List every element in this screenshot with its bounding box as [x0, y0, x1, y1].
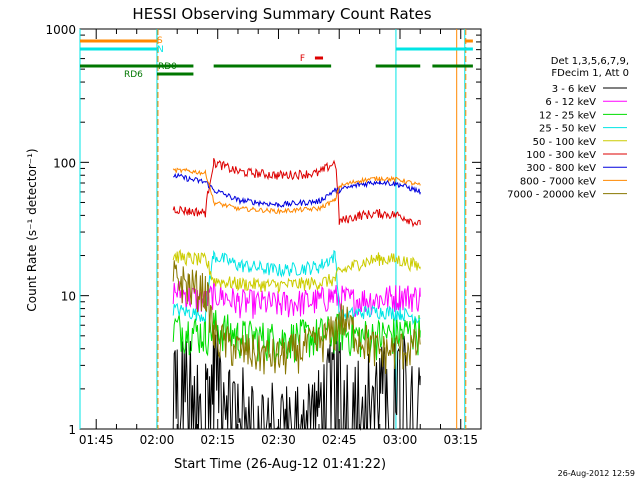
series-line — [172, 249, 421, 326]
state-label-rd6: RD6 — [124, 70, 143, 80]
legend-label: 50 - 100 keV — [533, 137, 597, 148]
x-tick-label: 02:00 — [140, 433, 175, 447]
series-line — [172, 167, 421, 215]
footer-date: 26-Aug-2012 12:59 — [558, 469, 635, 478]
legend-label: 100 - 300 keV — [526, 150, 596, 161]
legend-header: FDecim 1, Att 0 — [551, 68, 629, 79]
legend-label: 300 - 800 keV — [526, 163, 596, 174]
y-tick-label: 1000 — [45, 23, 76, 37]
y-axis-label: Count Rate (s⁻¹ detector⁻¹) — [25, 148, 39, 311]
x-tick-label: 03:00 — [383, 433, 418, 447]
series-line — [172, 260, 421, 375]
series-line — [172, 324, 421, 431]
x-axis-label: Start Time (26-Aug-12 01:41:22) — [174, 457, 386, 472]
y-tick-label: 100 — [53, 156, 76, 170]
plot-area: 1 10 100 1000 01:45 02:00 02:15 02:30 02:45 03:00… — [45, 23, 482, 447]
y-tick-label: 10 — [61, 290, 76, 304]
legend-label: 800 - 7000 keV — [520, 176, 596, 187]
x-tick-label: 01:45 — [79, 433, 114, 447]
series-line — [173, 172, 421, 208]
x-tick-label: 02:30 — [261, 433, 296, 447]
legend-label: 25 - 50 keV — [539, 124, 596, 135]
legend-label: 6 - 12 keV — [545, 97, 596, 108]
series-line — [172, 310, 421, 364]
state-label-f: F — [300, 54, 305, 64]
y-tick-label: 1 — [68, 423, 76, 437]
legend: Det 1,3,5,6,7,9,FDecim 1, Att 0 3 - 6 keV… — [507, 56, 629, 201]
x-tick-label: 02:15 — [200, 433, 235, 447]
state-label-n: N — [157, 45, 164, 55]
x-tick-label: 03:15 — [443, 433, 478, 447]
legend-label: 3 - 6 keV — [552, 84, 596, 95]
plot-frame — [79, 28, 482, 430]
x-tick-label: 02:45 — [322, 433, 357, 447]
state-label-rd0: RD0 — [158, 62, 177, 72]
legend-label: 12 - 25 keV — [539, 110, 596, 121]
chart-title: HESSI Observing Summary Count Rates — [132, 5, 431, 23]
series-line — [172, 158, 421, 228]
legend-label: 7000 - 20000 keV — [507, 190, 596, 201]
series-line — [172, 248, 421, 294]
legend-header: Det 1,3,5,6,7,9, — [551, 56, 629, 67]
state-label-s: S — [157, 36, 163, 46]
